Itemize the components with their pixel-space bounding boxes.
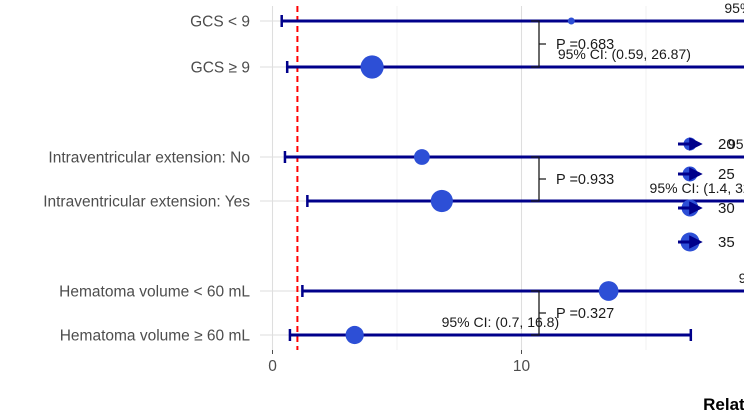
- p-value-group: P =0.683 P =0.933 P =0.327: [531, 20, 614, 336]
- ci-label: 95% CI: (0.7, 16.8): [442, 314, 560, 330]
- point-estimate: [345, 325, 364, 345]
- row-label: Intraventricular extension: No: [48, 150, 250, 167]
- rows-group: GCS < 9 95% CI: (0.37, 403) GCS ≥ 9 95% CI:…: [43, 0, 744, 345]
- row-label: Hematoma volume < 60 mL: [59, 284, 250, 301]
- row-label: Intraventricular extension: Yes: [43, 194, 250, 211]
- ci-label: 95% CI: (0.5, 70.7): [728, 136, 744, 152]
- forest-row: GCS ≥ 9 95% CI: (0.59, 26.87): [191, 46, 744, 79]
- legend-label: 20: [718, 136, 735, 153]
- forest-row: Intraventricular extension: Yes 95% CI: (…: [43, 180, 744, 213]
- legend-label: 25: [718, 166, 735, 183]
- ci-label: 95% CI: (0.59, 26.87): [558, 46, 691, 62]
- row-label: Hematoma volume ≥ 60 mL: [60, 328, 251, 345]
- p-value-label: P =0.933: [556, 172, 614, 188]
- x-tick-label: 0: [268, 358, 277, 375]
- p-value-label: P =0.683: [556, 37, 614, 53]
- point-estimate: [598, 281, 619, 301]
- legend-item: 35: [678, 232, 735, 252]
- legend-item: 30: [678, 199, 735, 217]
- row-label: GCS ≥ 9: [191, 60, 250, 77]
- point-estimate: [360, 55, 384, 79]
- point-estimate: [567, 17, 575, 25]
- point-estimate: [430, 189, 453, 213]
- p-bracket: [531, 290, 546, 336]
- legend-item: 20: [678, 136, 735, 153]
- forest-row: Intraventricular extension: No 95% CI: (0…: [48, 136, 744, 167]
- forest-row: Hematoma volume < 60 mL 95% CI: (1.2, 151…: [59, 270, 744, 301]
- x-axis: Relative risk (RR) 010203040: [268, 350, 744, 414]
- ci-label: 95% CI: (1.4, 32.8): [650, 180, 744, 196]
- p-value-label: P =0.327: [556, 306, 614, 322]
- p-bracket: [531, 156, 546, 202]
- point-estimate: [414, 149, 430, 165]
- size-legend: 20 25 30 35: [678, 136, 735, 252]
- legend-item: 25: [678, 166, 735, 183]
- ci-label: 95% CI: (1.2, 151): [739, 270, 744, 286]
- legend-label: 30: [718, 200, 735, 217]
- ci-label: 95% CI: (0.37, 403): [724, 0, 744, 16]
- legend-label: 35: [718, 234, 735, 251]
- x-axis-title: Relative risk (RR): [703, 395, 744, 414]
- x-tick-label: 10: [513, 358, 531, 375]
- forest-row: GCS < 9 95% CI: (0.37, 403): [190, 0, 744, 31]
- forest-row: Hematoma volume ≥ 60 mL 95% CI: (0.7, 16.…: [60, 314, 693, 345]
- row-label: GCS < 9: [190, 14, 250, 31]
- p-bracket: [531, 20, 546, 68]
